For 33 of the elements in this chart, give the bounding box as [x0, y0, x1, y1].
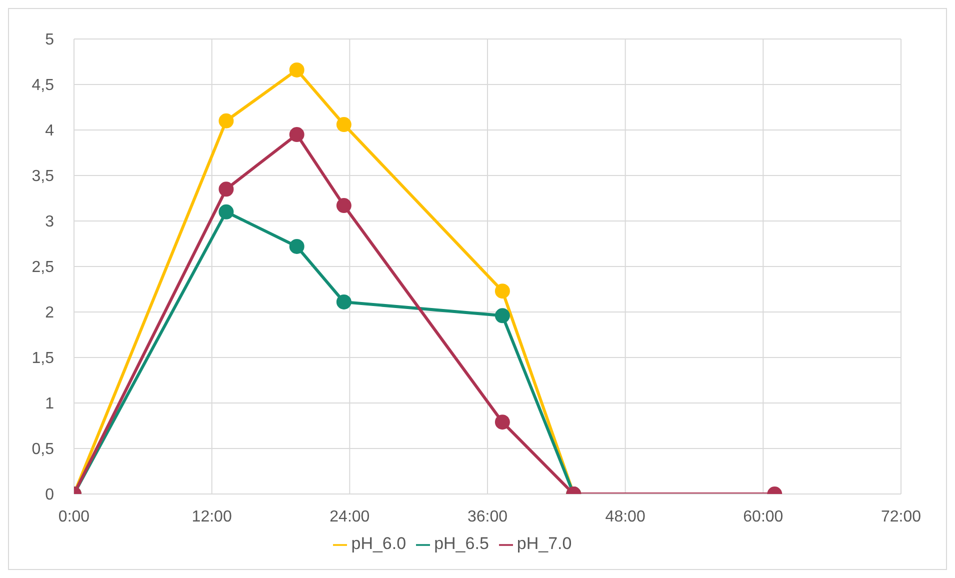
point [494, 284, 510, 299]
y-tick-label: 4,5 [32, 77, 54, 94]
y-tick-label: 1,5 [32, 350, 54, 368]
y-tick-label: 4 [45, 122, 54, 140]
y-tick-label: 2 [45, 304, 54, 322]
y-tick-label: 5 [45, 32, 54, 49]
y-tick-label: 3,5 [32, 168, 54, 186]
y-tick-label: 0 [45, 486, 54, 504]
x-tick-label: 60:00 [743, 508, 784, 526]
point [336, 198, 352, 214]
x-tick-label: 36:00 [467, 508, 508, 526]
y-tick-label: 3 [45, 214, 54, 231]
x-tick-label: 0:00 [58, 508, 90, 526]
point [494, 414, 510, 430]
point [336, 294, 352, 310]
point [218, 113, 234, 128]
point [289, 62, 304, 78]
x-tick-label: 24:00 [330, 508, 370, 526]
y-tick-label: 1 [45, 396, 54, 413]
legend-label: pH_7.0 [516, 534, 572, 553]
x-tick-label: 48:00 [605, 508, 646, 526]
point [494, 308, 510, 324]
x-tick-label: 72:00 [880, 508, 922, 526]
legend-label: pH_6.0 [351, 534, 406, 553]
point [218, 204, 234, 220]
point [289, 127, 304, 142]
y-tick-label: 0,5 [32, 441, 54, 458]
y-tick-label: 2,5 [32, 259, 54, 276]
point [289, 238, 304, 254]
x-tick-label: 12:00 [192, 508, 232, 526]
legend-label: pH_6.5 [434, 534, 489, 553]
point [336, 117, 352, 132]
point [218, 182, 234, 197]
